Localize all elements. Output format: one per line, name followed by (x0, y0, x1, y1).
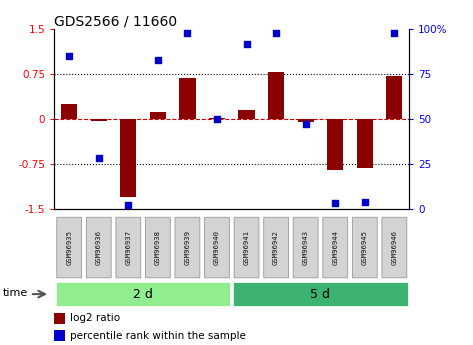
Point (243, 41, 250, 47)
Text: GSM96940: GSM96940 (214, 230, 220, 265)
Bar (209, 118, 225, 119)
Bar (238, 110, 254, 119)
Text: GSM96943: GSM96943 (303, 230, 309, 265)
FancyBboxPatch shape (87, 217, 111, 278)
Bar (56, 283, 230, 306)
FancyBboxPatch shape (382, 217, 407, 278)
Text: GSM96935: GSM96935 (66, 230, 72, 265)
Point (95, 156, 103, 161)
FancyBboxPatch shape (175, 217, 200, 278)
FancyBboxPatch shape (234, 217, 259, 278)
Bar (150, 112, 166, 119)
Text: log2 ratio: log2 ratio (70, 314, 121, 323)
Point (361, 199, 368, 204)
Text: GSM96936: GSM96936 (96, 230, 102, 265)
Text: GSM96939: GSM96939 (184, 230, 191, 265)
Text: percentile rank within the sample: percentile rank within the sample (70, 331, 246, 341)
Bar (54, 330, 65, 341)
Point (65, 53, 73, 59)
Bar (54, 313, 65, 324)
Bar (120, 119, 136, 197)
Text: 2 d: 2 d (133, 288, 153, 300)
Text: GDS2566 / 11660: GDS2566 / 11660 (54, 14, 177, 28)
Text: GSM96937: GSM96937 (125, 230, 131, 265)
Text: GSM96941: GSM96941 (244, 230, 250, 265)
Point (154, 57, 162, 62)
Text: GSM96946: GSM96946 (391, 230, 397, 265)
FancyBboxPatch shape (323, 217, 348, 278)
Text: GSM96942: GSM96942 (273, 230, 279, 265)
Point (391, 30, 398, 36)
Bar (298, 119, 314, 122)
FancyBboxPatch shape (263, 217, 289, 278)
Text: GSM96944: GSM96944 (332, 230, 338, 265)
FancyBboxPatch shape (116, 217, 140, 278)
FancyBboxPatch shape (57, 217, 82, 278)
FancyBboxPatch shape (352, 217, 377, 278)
FancyBboxPatch shape (204, 217, 229, 278)
Point (184, 30, 191, 36)
Text: 5 d: 5 d (310, 288, 331, 300)
Bar (327, 119, 343, 170)
Point (213, 116, 221, 122)
Bar (268, 72, 284, 119)
Bar (386, 76, 403, 119)
Point (124, 203, 132, 208)
Bar (61, 104, 77, 119)
FancyBboxPatch shape (146, 217, 170, 278)
Bar (233, 283, 408, 306)
Bar (357, 119, 373, 168)
Text: time: time (2, 288, 27, 298)
FancyBboxPatch shape (293, 217, 318, 278)
Point (332, 200, 339, 206)
Text: GSM96945: GSM96945 (362, 230, 368, 265)
Bar (179, 78, 195, 119)
Text: GSM96938: GSM96938 (155, 230, 161, 265)
Point (302, 122, 309, 127)
Point (272, 30, 280, 36)
Bar (91, 119, 107, 121)
